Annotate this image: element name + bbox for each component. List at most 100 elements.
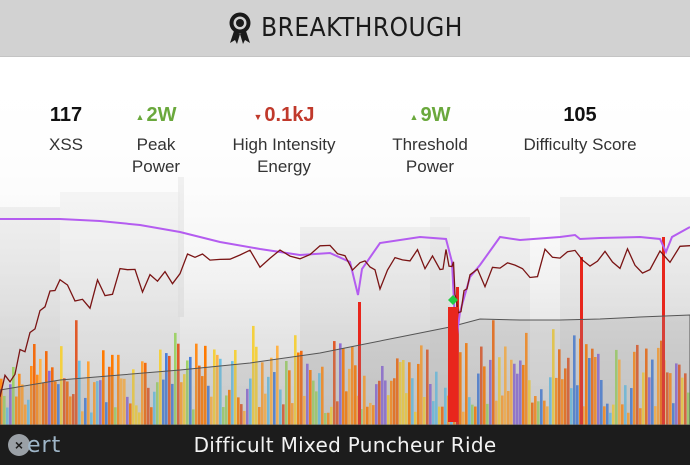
power-bar xyxy=(66,381,69,425)
power-bar xyxy=(429,384,432,425)
power-bar xyxy=(243,410,246,425)
power-bar xyxy=(63,378,66,425)
power-bar xyxy=(474,406,477,425)
power-spike-bar xyxy=(662,237,665,425)
power-bar xyxy=(507,390,510,425)
power-bar xyxy=(225,395,228,425)
power-bar xyxy=(582,406,585,425)
power-bar xyxy=(102,350,105,425)
power-bar xyxy=(528,380,531,425)
power-bar xyxy=(486,403,489,425)
mpa-line xyxy=(0,218,690,343)
workout-title: Difficult Mixed Puncheur Ride xyxy=(193,433,497,457)
power-bar xyxy=(672,403,675,425)
power-bar xyxy=(441,406,444,425)
power-bar xyxy=(141,361,144,425)
metric-peak-power: ▲ 2W Peak Power xyxy=(132,102,180,178)
power-bar xyxy=(525,332,528,425)
power-bar xyxy=(321,366,324,425)
power-bar xyxy=(414,411,417,425)
power-bar xyxy=(627,412,630,425)
power-bar xyxy=(87,361,90,425)
power-bar xyxy=(138,412,141,425)
power-bar xyxy=(297,352,300,425)
power-bar xyxy=(0,378,3,425)
power-bar xyxy=(213,349,216,425)
power-bar xyxy=(39,358,42,425)
power-bar xyxy=(591,348,594,425)
power-bar xyxy=(399,362,402,425)
power-spike-bar xyxy=(580,257,583,425)
power-bar xyxy=(648,377,651,425)
power-bar xyxy=(597,353,600,425)
power-bar xyxy=(378,380,381,425)
power-bar xyxy=(228,389,231,425)
power-bar xyxy=(402,360,405,425)
power-bar xyxy=(270,357,273,425)
power-bar xyxy=(537,401,540,425)
power-bar xyxy=(531,402,534,425)
power-bar xyxy=(657,347,660,425)
workout-power-chart xyxy=(0,218,690,425)
power-bar xyxy=(234,349,237,425)
power-bar xyxy=(348,368,351,425)
metric-difficulty-score: 105 Difficulty Score xyxy=(523,102,636,156)
metric-high-intensity-energy: ▼ 0.1kJ High Intensity Energy xyxy=(233,102,336,178)
power-bar xyxy=(9,384,12,425)
power-bar xyxy=(633,351,636,425)
power-bar xyxy=(345,391,348,425)
power-bar xyxy=(477,373,480,425)
power-bar xyxy=(237,397,240,425)
footer-bar: × ert Difficult Mixed Puncheur Ride xyxy=(0,425,690,465)
page-title: BREAKTHROUGH xyxy=(261,13,463,43)
power-bar xyxy=(24,404,27,425)
power-bar xyxy=(354,365,357,425)
power-bar xyxy=(375,384,378,425)
power-bar xyxy=(258,406,261,425)
power-bar xyxy=(630,388,633,425)
metric-label: Difficulty Score xyxy=(523,135,637,154)
metric-label: Threshold Power xyxy=(392,135,468,176)
power-bar xyxy=(318,373,321,425)
power-bar xyxy=(180,382,183,425)
power-bar xyxy=(150,407,153,425)
power-spike-bar xyxy=(358,302,361,425)
power-bar xyxy=(561,379,564,425)
power-bar xyxy=(684,373,687,425)
power-bar xyxy=(186,360,189,425)
power-bar xyxy=(159,349,162,425)
metric-value: ▼ 0.1kJ xyxy=(253,103,315,126)
power-bar xyxy=(3,395,6,425)
power-bar xyxy=(204,345,207,425)
power-bar xyxy=(417,363,420,425)
xert-logo: × ert xyxy=(8,431,61,459)
metric-value: ▲ 2W xyxy=(135,103,177,126)
power-bar xyxy=(465,343,468,425)
power-bar xyxy=(642,372,645,425)
power-bar xyxy=(564,368,567,425)
power-bar xyxy=(585,344,588,425)
metric-value: 105 xyxy=(563,103,597,126)
power-bar xyxy=(288,370,291,425)
power-bar xyxy=(651,359,654,425)
power-bar xyxy=(72,394,75,425)
power-bar xyxy=(555,377,558,425)
power-bar xyxy=(615,349,618,425)
power-bar xyxy=(393,378,396,425)
power-bar xyxy=(123,378,126,425)
arrow-down-icon: ▼ xyxy=(253,111,263,122)
power-bar xyxy=(381,365,384,425)
power-bar xyxy=(6,407,9,425)
power-bar xyxy=(408,362,411,425)
power-line xyxy=(0,244,690,398)
power-bar xyxy=(423,396,426,425)
metric-value: 117 xyxy=(49,103,83,126)
power-bar xyxy=(51,367,54,425)
power-bar xyxy=(129,403,132,425)
power-bar xyxy=(57,384,60,425)
power-bar xyxy=(390,380,393,425)
power-bar xyxy=(468,397,471,425)
power-bar xyxy=(438,406,441,425)
power-bar xyxy=(309,370,312,425)
power-bar xyxy=(114,407,117,425)
